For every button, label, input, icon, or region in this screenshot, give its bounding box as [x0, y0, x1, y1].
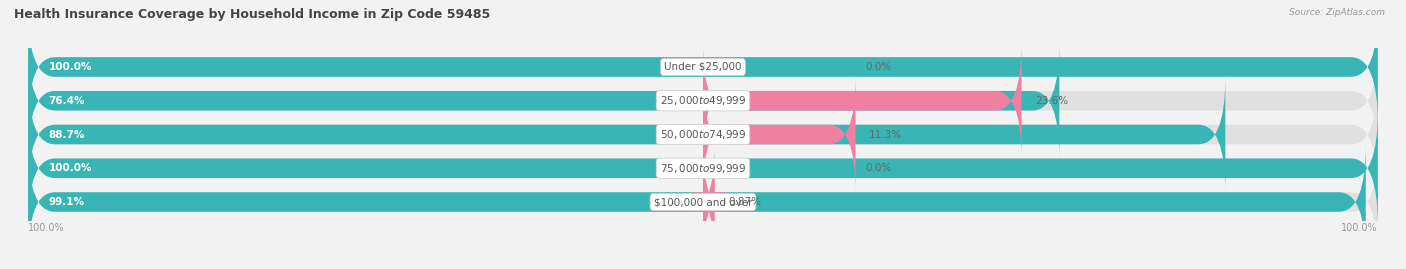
FancyBboxPatch shape — [703, 77, 855, 192]
Text: 23.6%: 23.6% — [1035, 96, 1069, 106]
Text: 0.0%: 0.0% — [865, 62, 891, 72]
FancyBboxPatch shape — [28, 77, 1378, 192]
FancyBboxPatch shape — [28, 111, 1378, 226]
FancyBboxPatch shape — [28, 144, 1365, 260]
FancyBboxPatch shape — [28, 43, 1059, 158]
FancyBboxPatch shape — [28, 43, 1378, 158]
FancyBboxPatch shape — [28, 77, 1226, 192]
Text: 76.4%: 76.4% — [48, 96, 84, 106]
Text: $50,000 to $74,999: $50,000 to $74,999 — [659, 128, 747, 141]
Text: 100.0%: 100.0% — [48, 163, 91, 173]
FancyBboxPatch shape — [28, 9, 1378, 125]
Text: 88.7%: 88.7% — [48, 129, 84, 140]
FancyBboxPatch shape — [28, 9, 1378, 125]
FancyBboxPatch shape — [28, 111, 1378, 226]
Text: 0.87%: 0.87% — [728, 197, 761, 207]
FancyBboxPatch shape — [28, 144, 1378, 260]
Text: 100.0%: 100.0% — [28, 223, 65, 233]
Text: Under $25,000: Under $25,000 — [664, 62, 742, 72]
Text: Source: ZipAtlas.com: Source: ZipAtlas.com — [1289, 8, 1385, 17]
Text: 99.1%: 99.1% — [48, 197, 84, 207]
Text: $25,000 to $49,999: $25,000 to $49,999 — [659, 94, 747, 107]
Text: 100.0%: 100.0% — [48, 62, 91, 72]
Text: $100,000 and over: $100,000 and over — [654, 197, 752, 207]
Text: Health Insurance Coverage by Household Income in Zip Code 59485: Health Insurance Coverage by Household I… — [14, 8, 491, 21]
FancyBboxPatch shape — [688, 144, 730, 260]
FancyBboxPatch shape — [703, 43, 1022, 158]
Text: $75,000 to $99,999: $75,000 to $99,999 — [659, 162, 747, 175]
Text: 11.3%: 11.3% — [869, 129, 903, 140]
Text: 100.0%: 100.0% — [1341, 223, 1378, 233]
Text: 0.0%: 0.0% — [865, 163, 891, 173]
